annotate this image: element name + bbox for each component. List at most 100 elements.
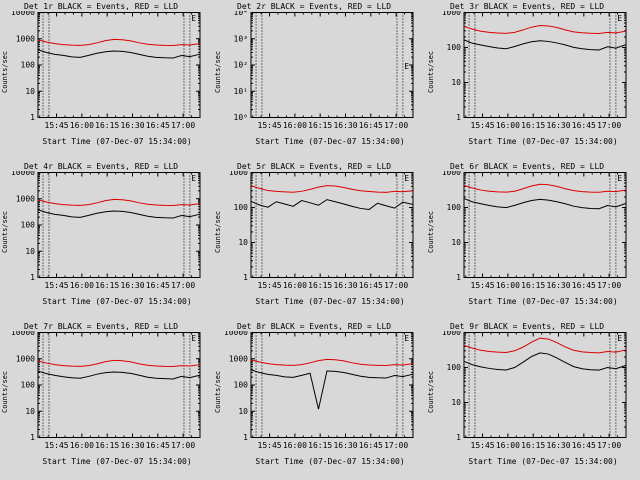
panel-title: Det 7r BLACK = Events, RED = LLD [24, 322, 179, 331]
panel-det-6r: Det 6r BLACK = Events, RED = LLD Counts/… [426, 160, 640, 320]
svg-text:17:00: 17:00 [171, 441, 195, 450]
svg-text:16:15: 16:15 [95, 441, 119, 450]
svg-text:16:45: 16:45 [146, 281, 170, 290]
svg-text:16:15: 16:15 [521, 281, 545, 290]
svg-text:17:00: 17:00 [597, 121, 621, 130]
svg-text:10: 10 [25, 247, 35, 256]
svg-text:16:30: 16:30 [546, 441, 570, 450]
svg-text:16:00: 16:00 [283, 121, 307, 130]
svg-text:10: 10 [238, 238, 248, 247]
svg-text:1000: 1000 [16, 354, 35, 363]
svg-text:15:45: 15:45 [258, 121, 282, 130]
panel-det-2r: Det 2r BLACK = Events, RED = LLD Counts/… [213, 0, 426, 160]
eclipse-marker: E [191, 14, 196, 23]
svg-text:1000: 1000 [16, 194, 35, 203]
svg-text:17:00: 17:00 [384, 281, 408, 290]
panel-title: Det 4r BLACK = Events, RED = LLD [24, 162, 179, 171]
svg-text:10: 10 [25, 407, 35, 416]
svg-text:1000: 1000 [442, 331, 461, 337]
events-series [250, 369, 414, 410]
svg-text:1000: 1000 [229, 354, 248, 363]
svg-text:10⁴: 10⁴ [234, 11, 248, 17]
lld-series [463, 183, 627, 193]
svg-text:10: 10 [451, 398, 461, 407]
x-axis-label: Start Time (07-Dec-07 15:34:00) [468, 297, 618, 306]
svg-text:15:45: 15:45 [258, 281, 282, 290]
svg-text:15:45: 15:45 [45, 121, 69, 130]
plot-area: 1 10 100 1000 15:45 16:00 16:15 16:30 16:45 17:00… [442, 331, 627, 450]
svg-text:16:30: 16:30 [333, 121, 357, 130]
svg-text:100: 100 [234, 381, 249, 390]
svg-text:16:15: 16:15 [521, 441, 545, 450]
svg-text:100: 100 [21, 381, 36, 390]
svg-text:16:00: 16:00 [496, 441, 520, 450]
svg-text:16:15: 16:15 [308, 281, 332, 290]
svg-text:10: 10 [451, 78, 461, 87]
panel-det-7r: Det 7r BLACK = Events, RED = LLD Counts/… [0, 320, 213, 480]
svg-text:16:30: 16:30 [120, 441, 144, 450]
svg-text:16:30: 16:30 [120, 281, 144, 290]
events-series [463, 39, 627, 51]
svg-text:16:00: 16:00 [496, 281, 520, 290]
events-series [37, 370, 201, 380]
svg-text:16:15: 16:15 [308, 121, 332, 130]
svg-text:16:00: 16:00 [283, 281, 307, 290]
events-series [463, 198, 627, 210]
svg-text:17:00: 17:00 [384, 121, 408, 130]
svg-text:15:45: 15:45 [258, 441, 282, 450]
svg-text:15:45: 15:45 [45, 441, 69, 450]
panel-det-1r: Det 1r BLACK = Events, RED = LLD Counts/… [0, 0, 213, 160]
panel-det-9r: Det 9r BLACK = Events, RED = LLD Counts/… [426, 320, 640, 480]
eclipse-marker: E [191, 174, 196, 183]
svg-text:16:45: 16:45 [146, 441, 170, 450]
x-axis-label: Start Time (07-Dec-07 15:34:00) [42, 457, 192, 466]
svg-text:10³: 10³ [234, 34, 248, 43]
x-axis-label: Start Time (07-Dec-07 15:34:00) [255, 137, 405, 146]
panel-det-5r: Det 5r BLACK = Events, RED = LLD Counts/… [213, 160, 426, 320]
svg-text:15:45: 15:45 [471, 121, 495, 130]
svg-text:1000: 1000 [16, 34, 35, 43]
lld-series [37, 359, 201, 367]
svg-text:1000: 1000 [442, 171, 461, 177]
svg-text:16:30: 16:30 [333, 441, 357, 450]
svg-text:100: 100 [21, 221, 36, 230]
eclipse-marker: E [617, 14, 622, 23]
lld-series [463, 337, 627, 354]
svg-text:16:00: 16:00 [70, 441, 94, 450]
svg-text:10000: 10000 [224, 331, 248, 337]
svg-text:16:45: 16:45 [146, 121, 170, 130]
panel-title: Det 2r BLACK = Events, RED = LLD [237, 2, 392, 11]
eclipse-marker: E [404, 174, 409, 183]
svg-text:16:00: 16:00 [70, 121, 94, 130]
lld-series [37, 38, 201, 46]
svg-text:16:30: 16:30 [546, 281, 570, 290]
x-axis-label: Start Time (07-Dec-07 15:34:00) [42, 297, 192, 306]
svg-text:10¹: 10¹ [234, 87, 248, 96]
svg-text:16:30: 16:30 [333, 281, 357, 290]
svg-text:10: 10 [25, 87, 35, 96]
svg-text:1000: 1000 [442, 11, 461, 17]
svg-text:17:00: 17:00 [384, 441, 408, 450]
svg-text:16:15: 16:15 [308, 441, 332, 450]
svg-text:16:00: 16:00 [283, 441, 307, 450]
svg-text:16:15: 16:15 [521, 121, 545, 130]
lld-series [463, 25, 627, 35]
svg-text:16:30: 16:30 [546, 121, 570, 130]
eclipse-marker: E [404, 334, 409, 343]
svg-text:1: 1 [243, 273, 248, 282]
panel-det-8r: Det 8r BLACK = Events, RED = LLD Counts/… [213, 320, 426, 480]
svg-text:16:45: 16:45 [359, 441, 383, 450]
plot-area: 1 10 100 1000 10000 15:45 16:00 16:15 16:30 16:45… [11, 11, 201, 130]
svg-text:100: 100 [234, 203, 249, 212]
svg-text:16:15: 16:15 [95, 281, 119, 290]
svg-text:1: 1 [30, 113, 35, 122]
svg-text:1000: 1000 [229, 171, 248, 177]
panel-title: Det 3r BLACK = Events, RED = LLD [450, 2, 605, 11]
plot-area: 1 10 100 1000 15:45 16:00 16:15 16:30 16:45 17:00… [442, 11, 627, 130]
eclipse-marker: E [191, 334, 196, 343]
svg-text:17:00: 17:00 [171, 281, 195, 290]
panel-title: Det 6r BLACK = Events, RED = LLD [450, 162, 605, 171]
svg-text:15:45: 15:45 [471, 441, 495, 450]
x-axis-label: Start Time (07-Dec-07 15:34:00) [42, 137, 192, 146]
